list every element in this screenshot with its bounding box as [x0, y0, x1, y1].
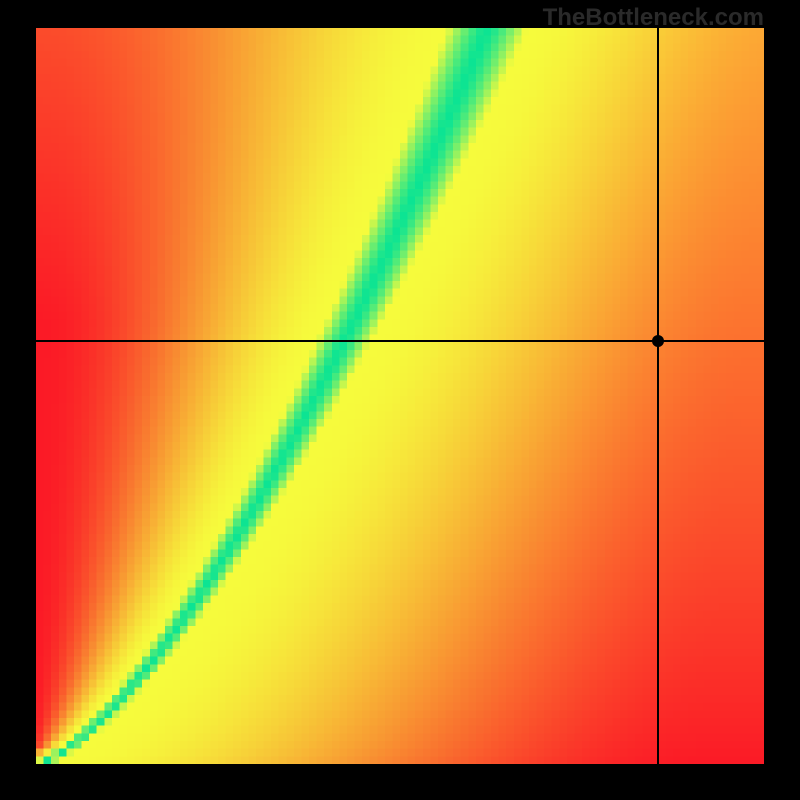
heatmap-canvas — [36, 28, 764, 764]
chart-container: TheBottleneck.com — [0, 0, 800, 800]
crosshair-vertical — [657, 28, 659, 764]
watermark-text: TheBottleneck.com — [543, 4, 764, 32]
